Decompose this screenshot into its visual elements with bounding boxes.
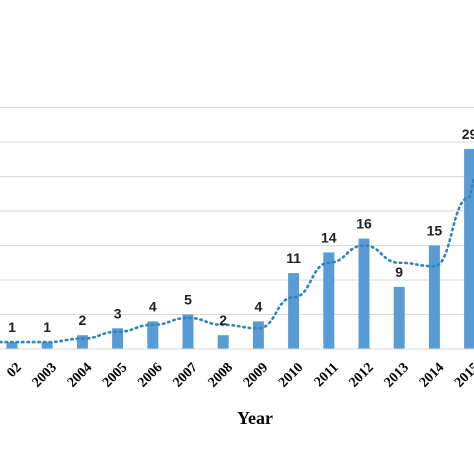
data-label-2004: 2 bbox=[79, 312, 87, 328]
data-label-2003: 1 bbox=[43, 319, 51, 335]
x-tick-2006: 2006 bbox=[135, 360, 165, 390]
x-tick-labels: 02 2003 2004 2005 2006 2007 2008 2009 2010 2011 20… bbox=[4, 360, 474, 390]
data-label-2008: 2 bbox=[219, 312, 227, 328]
x-tick-2014: 2014 bbox=[417, 360, 447, 390]
x-tick-2008: 2008 bbox=[206, 360, 236, 390]
x-tick-2003: 2003 bbox=[30, 360, 60, 390]
data-label-2006: 4 bbox=[149, 298, 157, 314]
data-label-2012: 16 bbox=[356, 216, 372, 232]
data-label-2011: 14 bbox=[321, 229, 337, 245]
bar-2007 bbox=[182, 314, 194, 349]
bar-2009 bbox=[252, 321, 264, 349]
bar-2015 bbox=[464, 148, 474, 349]
x-tick-2005: 2005 bbox=[100, 360, 130, 390]
x-tick-2004: 2004 bbox=[65, 360, 95, 390]
bar-2002 bbox=[6, 342, 18, 349]
x-tick-2009: 2009 bbox=[241, 360, 271, 390]
bar-2006 bbox=[147, 321, 159, 349]
data-label-2015: 29 bbox=[462, 126, 474, 142]
trendline bbox=[0, 175, 474, 344]
bar-2014 bbox=[428, 245, 440, 349]
bar-2010 bbox=[288, 273, 300, 349]
data-label-2009: 4 bbox=[255, 298, 263, 314]
x-tick-2013: 2013 bbox=[382, 360, 412, 390]
bar-2012 bbox=[358, 238, 370, 349]
x-tick-2002: 02 bbox=[4, 360, 25, 381]
bars bbox=[6, 148, 474, 349]
data-label-2010: 11 bbox=[286, 250, 301, 266]
data-label-2002: 1 bbox=[8, 319, 16, 335]
bar-2004 bbox=[76, 335, 88, 349]
x-tick-2011: 2011 bbox=[312, 360, 342, 390]
bar-2008 bbox=[217, 335, 229, 349]
data-label-2007: 5 bbox=[184, 292, 192, 308]
bar-2011 bbox=[323, 252, 335, 349]
gridlines bbox=[0, 107, 474, 315]
bar-2005 bbox=[112, 328, 124, 349]
x-tick-2007: 2007 bbox=[170, 360, 200, 390]
x-tick-2015: 2015 bbox=[452, 360, 474, 390]
x-tick-2010: 2010 bbox=[276, 360, 306, 390]
x-tick-2012: 2012 bbox=[346, 360, 376, 390]
x-axis-title: Year bbox=[237, 408, 273, 428]
data-label-2013: 9 bbox=[395, 264, 403, 280]
bar-2003 bbox=[41, 342, 53, 349]
data-label-2005: 3 bbox=[114, 305, 122, 321]
bar-2013 bbox=[393, 286, 405, 349]
data-label-2014: 15 bbox=[427, 223, 443, 239]
